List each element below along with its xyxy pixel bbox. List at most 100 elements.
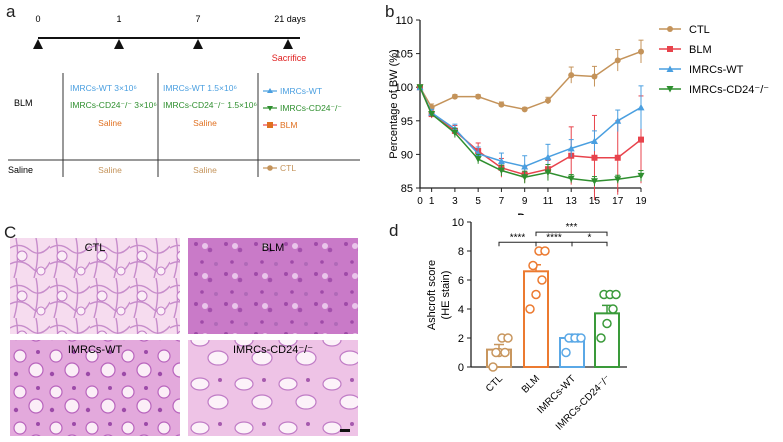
day1-wt-dose: IMRCs-WT 1.5×10⁶ xyxy=(163,83,237,93)
series-point xyxy=(591,154,598,161)
significance-label: *** xyxy=(566,222,578,233)
ashcroft-bar-chart: d 0 2 4 6 8 10 Ashcroft score (HE stain) CTL BLM… xyxy=(389,218,627,433)
y-axis-title: Percentage of BW (%) xyxy=(388,49,400,158)
series-point xyxy=(474,156,482,163)
group-blm: BLM xyxy=(14,98,33,108)
series-point xyxy=(590,137,598,144)
y-tick-label: 0 xyxy=(458,362,464,374)
x-tick-label: 11 xyxy=(543,196,554,207)
legend-label: CTL xyxy=(689,24,710,36)
series-point xyxy=(497,167,505,175)
series-point xyxy=(591,73,598,80)
data-point xyxy=(503,333,513,343)
series-point xyxy=(451,129,459,137)
day0-cd24-dose: IMRCs-CD24⁻/⁻ 3×10⁶ xyxy=(70,100,157,110)
y-axis-title: Ashcroft score xyxy=(426,260,438,330)
y-tick-label: 4 xyxy=(458,304,464,316)
series-point xyxy=(416,84,424,91)
x-tick-label: 7 xyxy=(499,196,505,207)
y-tick-label: 85 xyxy=(401,183,413,195)
series-point xyxy=(428,111,436,118)
significance-label: **** xyxy=(510,232,526,243)
legend-marker xyxy=(666,65,674,72)
tick-day1: 1 xyxy=(116,14,121,24)
significance-label: * xyxy=(588,232,592,243)
y-tick-label: 105 xyxy=(395,49,413,61)
x-tick-label: 1 xyxy=(429,196,435,207)
series-point xyxy=(567,144,575,152)
legend-marker xyxy=(667,46,673,52)
x-tick-label: 0 xyxy=(417,196,423,207)
micrograph-label-cd24: IMRCs-CD24⁻/⁻ xyxy=(233,344,313,356)
legend-blm-square-icon xyxy=(267,122,273,128)
micrograph-ctl xyxy=(10,238,180,334)
series-point xyxy=(638,48,644,55)
panel-letter-a: a xyxy=(6,2,16,21)
category-label: CTL xyxy=(484,373,505,394)
legend-blm-label: BLM xyxy=(280,120,297,130)
panel-letter-c: C xyxy=(4,223,16,242)
series-point xyxy=(521,162,529,170)
series-point xyxy=(614,117,622,124)
series-point xyxy=(521,106,528,113)
data-point xyxy=(602,318,612,329)
y-tick-label: 95 xyxy=(401,116,413,128)
data-point xyxy=(488,362,498,372)
legend-label: BLM xyxy=(689,44,712,56)
series-point xyxy=(637,172,645,180)
category-label: BLM xyxy=(520,373,542,395)
series-line xyxy=(419,86,642,183)
series-point xyxy=(497,157,505,165)
data-point xyxy=(491,347,501,358)
data-point xyxy=(531,289,541,300)
series-point xyxy=(544,97,551,104)
series-point xyxy=(475,93,482,100)
x-tick-label: 5 xyxy=(475,196,481,207)
data-point xyxy=(596,333,606,343)
legend-wt-triangle-icon xyxy=(267,88,273,93)
y-tick-label: 110 xyxy=(395,15,413,27)
legend-marker xyxy=(667,26,673,32)
series-point xyxy=(544,153,552,161)
legend-cd24-triangle-icon xyxy=(267,106,273,111)
y-tick-label: 100 xyxy=(395,82,413,94)
y-tick-label: 2 xyxy=(458,333,464,345)
series-point xyxy=(614,57,621,64)
series-point xyxy=(638,136,644,143)
data-point xyxy=(500,347,510,358)
data-point xyxy=(525,304,535,314)
significance-bracket xyxy=(571,241,608,247)
legend-label: IMRCs-WT xyxy=(689,64,744,76)
data-point xyxy=(537,275,547,285)
series-point xyxy=(614,154,621,161)
legend-marker xyxy=(666,86,674,93)
micrograph-imrcs-wt xyxy=(10,340,180,436)
day0-marker xyxy=(33,39,43,49)
x-tick-label: 3 xyxy=(452,196,458,207)
day1-saline-saline: Saline xyxy=(193,165,217,175)
y-tick-label: 10 xyxy=(452,218,464,229)
tick-day0: 0 xyxy=(35,14,40,24)
sacrifice-label: Sacrifice xyxy=(272,53,307,63)
day0-saline-blm: Saline xyxy=(98,118,122,128)
data-point xyxy=(528,260,538,271)
data-point xyxy=(540,246,550,256)
data-point xyxy=(611,289,621,300)
significance-bracket xyxy=(535,231,608,237)
series-line xyxy=(419,86,642,168)
series-point xyxy=(637,103,645,111)
legend-cd24-label: IMRCs-CD24⁻/⁻ xyxy=(280,103,342,113)
series-line xyxy=(419,50,642,111)
x-tick-label: 17 xyxy=(612,196,624,207)
x-axis-title: Days xyxy=(517,212,543,215)
series-point xyxy=(614,176,622,183)
series-point xyxy=(544,169,552,177)
tick-day21: 21 days xyxy=(274,14,306,24)
panel-c-letter-svg: C xyxy=(4,223,16,242)
panel-letter-b: b xyxy=(385,2,394,21)
data-point xyxy=(608,304,618,314)
micrograph-label-ctl: CTL xyxy=(85,242,106,254)
micrograph-imrcs-cd24 xyxy=(188,340,358,436)
data-point xyxy=(576,333,586,343)
bar xyxy=(594,312,620,368)
